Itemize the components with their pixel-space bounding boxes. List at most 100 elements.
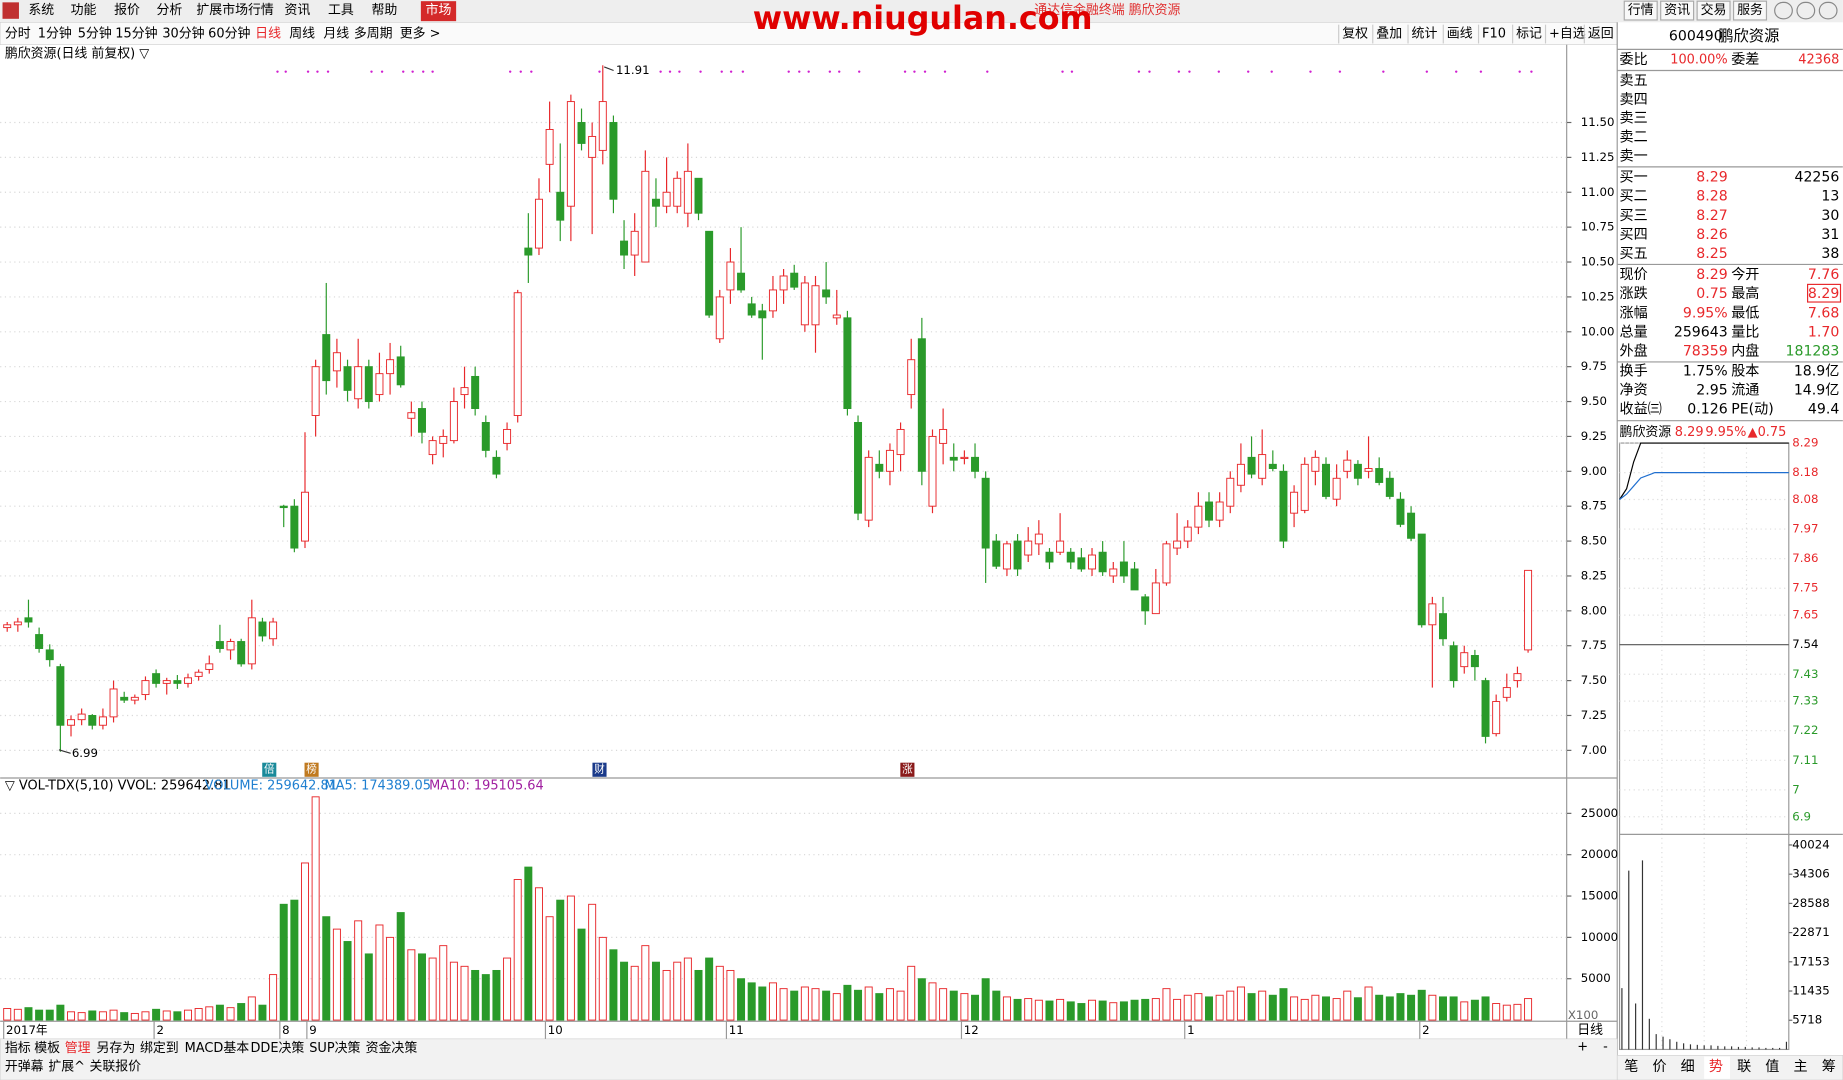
menu-button-label[interactable]: 资讯 [1664, 3, 1690, 18]
event-marker-label[interactable]: 财 [594, 763, 605, 776]
tool-button[interactable]: 叠加 [1376, 27, 1402, 42]
candle-body [1162, 543, 1171, 584]
signal-dot [1530, 70, 1533, 73]
tool-button[interactable]: +自选 [1549, 27, 1586, 42]
volume-bar [194, 1008, 203, 1021]
tool-button[interactable]: F10 [1482, 27, 1506, 42]
menu-button-label[interactable]: 交易 [1701, 2, 1727, 18]
menu-button-label[interactable]: 服务 [1737, 2, 1763, 18]
window-button[interactable] [1796, 1, 1816, 20]
period-tab[interactable]: 日线 [255, 27, 281, 42]
menu-button-label[interactable]: 行情 [1628, 3, 1654, 18]
tool-button[interactable]: 标记 [1516, 27, 1542, 42]
menu-item[interactable]: 分析 [156, 3, 182, 18]
side-tab[interactable]: 势 [1709, 1059, 1723, 1075]
window-button[interactable] [1818, 1, 1838, 20]
side-tab[interactable]: 值 [1765, 1059, 1779, 1075]
menu-item[interactable]: 扩展市场行情 [196, 2, 274, 18]
period-tab[interactable]: 5分钟 [78, 26, 112, 42]
candle-body [449, 401, 458, 442]
bottom-tab[interactable]: 另存为 [97, 1041, 136, 1056]
stat-value: 259643 [1674, 324, 1728, 340]
event-marker-label[interactable]: 榜 [306, 763, 317, 776]
period-tab[interactable]: 更多 > [400, 27, 441, 42]
volume-bar [1258, 990, 1267, 1021]
corner-control[interactable]: - [1603, 1040, 1608, 1055]
stat-value: 8.29 [1808, 286, 1839, 302]
menu-item[interactable]: 资讯 [285, 3, 311, 18]
side-tab[interactable]: 笔 [1624, 1059, 1638, 1075]
candle-body [428, 440, 437, 456]
corner-control[interactable]: 日线 [1577, 1023, 1603, 1038]
side-tab[interactable]: 细 [1681, 1059, 1695, 1075]
period-tab[interactable]: 多周期 [354, 27, 393, 42]
tool-button[interactable]: 返回 [1588, 27, 1614, 42]
menu-button[interactable] [1696, 0, 1731, 21]
side-tab[interactable]: 价 [1652, 1059, 1666, 1075]
info-label: 流通 [1731, 383, 1759, 399]
volume-bar [141, 1011, 150, 1021]
period-tab[interactable]: 60分钟 [208, 26, 250, 42]
bottom-tab[interactable]: MACD基本 [185, 1041, 250, 1056]
bottom-tab[interactable]: 管理 [65, 1041, 91, 1056]
tool-button[interactable]: 复权 [1342, 26, 1368, 42]
annotation-arrow [58, 749, 71, 754]
candle-body [1268, 463, 1277, 469]
menu-item[interactable]: 帮助 [372, 3, 398, 18]
volume-bar [1343, 990, 1352, 1021]
tool-button[interactable]: 统计 [1412, 27, 1438, 42]
event-marker[interactable] [592, 762, 607, 777]
order-ratio: 42368 [1798, 52, 1839, 67]
bottom-tab[interactable]: DDE决策 [250, 1040, 304, 1056]
tool-button[interactable]: 画线 [1447, 27, 1473, 42]
volume-bar [162, 1010, 171, 1021]
menu-item[interactable]: 功能 [71, 3, 97, 18]
bottom-button[interactable]: 关联报价 [89, 1060, 141, 1075]
bottom-tab[interactable]: 模板 [34, 1041, 60, 1056]
event-marker[interactable] [900, 762, 915, 777]
menu-button[interactable] [1623, 0, 1658, 21]
menu-item[interactable]: 报价 [114, 3, 140, 18]
y-tick-label: 7.11 [1792, 753, 1818, 767]
menu-item[interactable]: 市场 [426, 2, 452, 18]
menu-item[interactable]: 工具 [328, 3, 354, 18]
side-tab[interactable]: 筹 [1822, 1058, 1836, 1075]
menu-button[interactable] [1732, 0, 1768, 21]
candle-body [1449, 645, 1458, 682]
side-tab-active[interactable] [1704, 1056, 1731, 1079]
volume-bar [130, 1012, 139, 1021]
window-button[interactable] [1774, 1, 1793, 20]
menu-item[interactable]: 系统 [28, 3, 54, 18]
volume-bar [460, 965, 469, 1021]
bottom-button[interactable]: 开弹幕 [5, 1060, 44, 1075]
side-tab[interactable]: 主 [1793, 1059, 1807, 1075]
candle-body [1141, 596, 1150, 612]
period-tab[interactable]: 月线 [323, 27, 349, 42]
event-marker[interactable] [262, 762, 277, 777]
signal-dot [306, 70, 310, 73]
event-marker[interactable] [304, 762, 319, 777]
bottom-tab[interactable]: 资金决策 [366, 1040, 418, 1056]
signal-dot [668, 70, 672, 73]
corner-control[interactable]: + [1577, 1040, 1588, 1055]
candle-body [269, 621, 278, 640]
period-tab[interactable]: 30分钟 [162, 26, 204, 42]
volume-bar [1524, 998, 1533, 1021]
candle-body [77, 713, 86, 721]
side-tab[interactable]: 联 [1737, 1059, 1751, 1075]
event-marker-label[interactable]: 涨 [902, 764, 913, 776]
bottom-tab[interactable]: 绑定到 [140, 1041, 179, 1056]
candle-body [1460, 652, 1469, 668]
period-tab[interactable]: 1分钟 [38, 26, 72, 42]
bottom-button[interactable]: 扩展^ [48, 1060, 85, 1075]
event-marker-label[interactable]: 倍 [264, 763, 275, 776]
menu-button[interactable] [1660, 0, 1695, 21]
period-tab[interactable]: 周线 [289, 27, 315, 42]
signal-dot [1070, 70, 1074, 73]
watermark: www.niugulan.com [753, 1, 1093, 37]
bottom-tab[interactable]: 指标 [5, 1041, 31, 1056]
bottom-tab[interactable]: SUP决策 [309, 1040, 360, 1056]
period-tab[interactable]: 分时 [5, 27, 31, 42]
period-tab[interactable]: 15分钟 [115, 26, 157, 42]
